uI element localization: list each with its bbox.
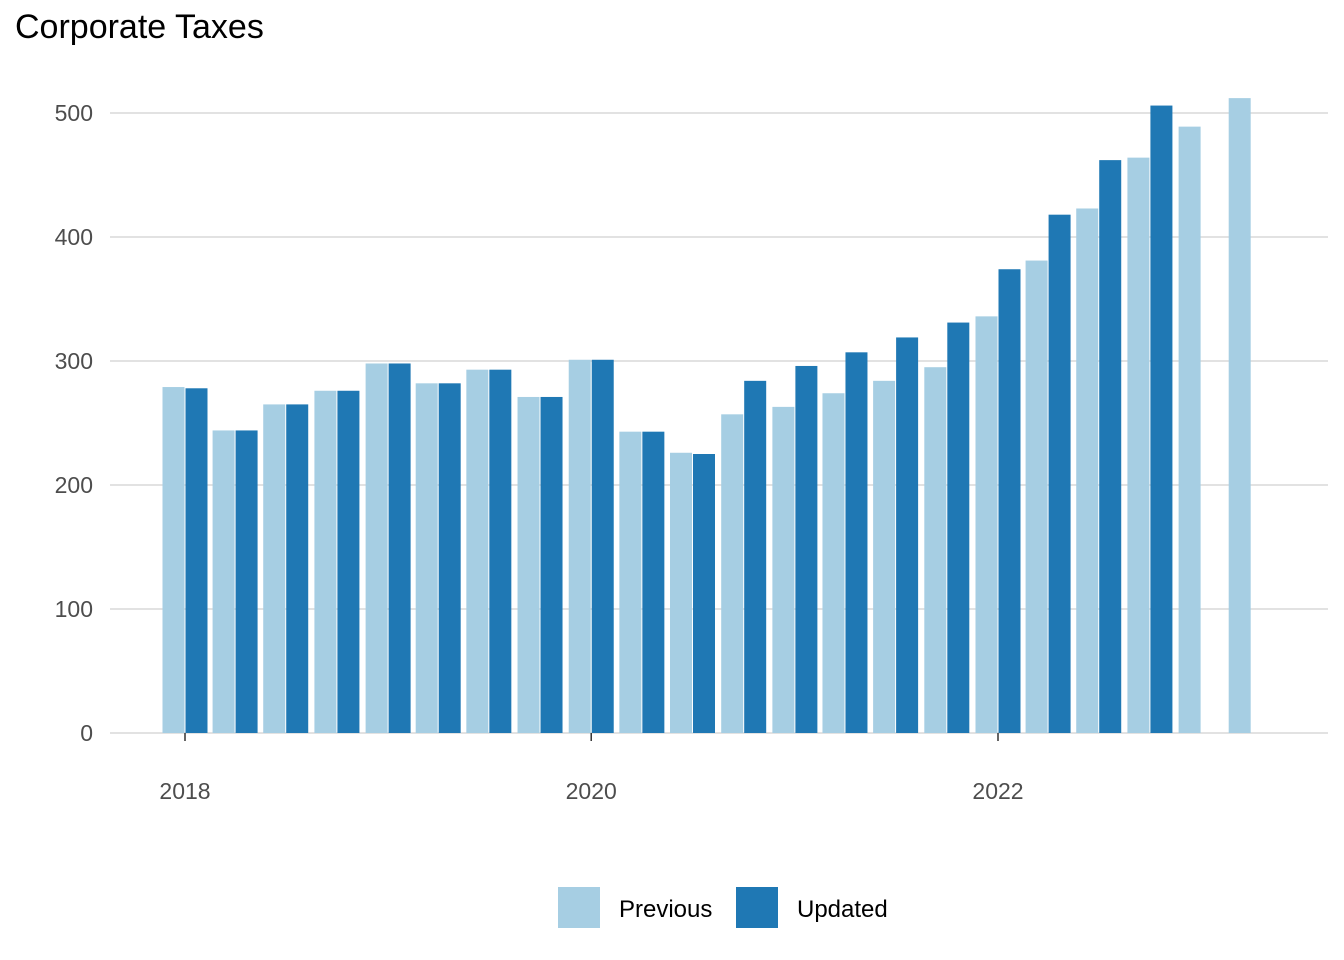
bar-updated (896, 337, 919, 733)
bar-updated (998, 269, 1021, 733)
bar-previous (1025, 260, 1048, 733)
bar-previous (721, 414, 744, 733)
legend-label-updated: Updated (797, 896, 888, 923)
bar-previous (314, 390, 337, 733)
bar-previous (924, 367, 947, 733)
bar-previous (1076, 208, 1099, 734)
bar-previous (975, 316, 998, 733)
x-tick-label: 2020 (566, 778, 617, 804)
bar-updated (1048, 214, 1071, 733)
bar-previous (822, 393, 845, 733)
x-tick-label: 2018 (159, 778, 210, 804)
bar-updated (795, 365, 818, 733)
bar-updated (692, 454, 715, 733)
bar-updated (185, 388, 208, 733)
y-tick-label: 300 (55, 348, 93, 374)
bar-updated (642, 431, 665, 733)
legend-label-previous: Previous (619, 896, 712, 923)
bar-previous (162, 387, 185, 733)
bar-previous (263, 404, 286, 733)
bar-previous (873, 380, 896, 733)
bar-updated (744, 380, 767, 733)
legend-swatch-previous (558, 887, 600, 928)
bar-updated (1150, 105, 1173, 733)
bar-updated (286, 404, 309, 733)
bar-previous (517, 396, 540, 733)
chart-title: Corporate Taxes (15, 8, 264, 46)
y-tick-label: 200 (55, 472, 93, 498)
bar-updated (235, 430, 258, 733)
gridlines (110, 112, 1328, 734)
bar-previous (1127, 157, 1150, 733)
bars (162, 98, 1251, 734)
bar-updated (540, 396, 563, 733)
y-tick-label: 400 (55, 224, 93, 250)
bar-previous (466, 369, 489, 733)
bar-previous (772, 406, 795, 733)
bar-updated (337, 390, 360, 733)
bar-previous (1228, 98, 1251, 734)
bar-previous (415, 383, 438, 733)
y-tick-label: 500 (55, 100, 93, 126)
x-tick-label: 2022 (972, 778, 1023, 804)
bar-previous (669, 452, 692, 733)
bar-updated (947, 322, 970, 733)
bar-updated (591, 359, 614, 733)
bar-updated (438, 383, 461, 733)
y-tick-label: 100 (55, 596, 93, 622)
bar-updated (388, 363, 411, 733)
bar-previous (619, 431, 642, 733)
bar-updated (489, 369, 512, 733)
bar-previous (1178, 126, 1201, 733)
legend: Previous Updated (558, 887, 888, 928)
bar-updated (845, 352, 868, 733)
y-axis: 0 100 200 300 400 500 (55, 100, 93, 746)
bar-updated (1099, 160, 1122, 733)
x-axis: 2018 2020 2022 (159, 733, 1024, 804)
legend-swatch-updated (736, 887, 778, 928)
bar-previous (365, 363, 388, 733)
bar-previous (568, 359, 591, 733)
y-tick-label: 0 (80, 720, 93, 746)
bar-previous (212, 430, 235, 733)
